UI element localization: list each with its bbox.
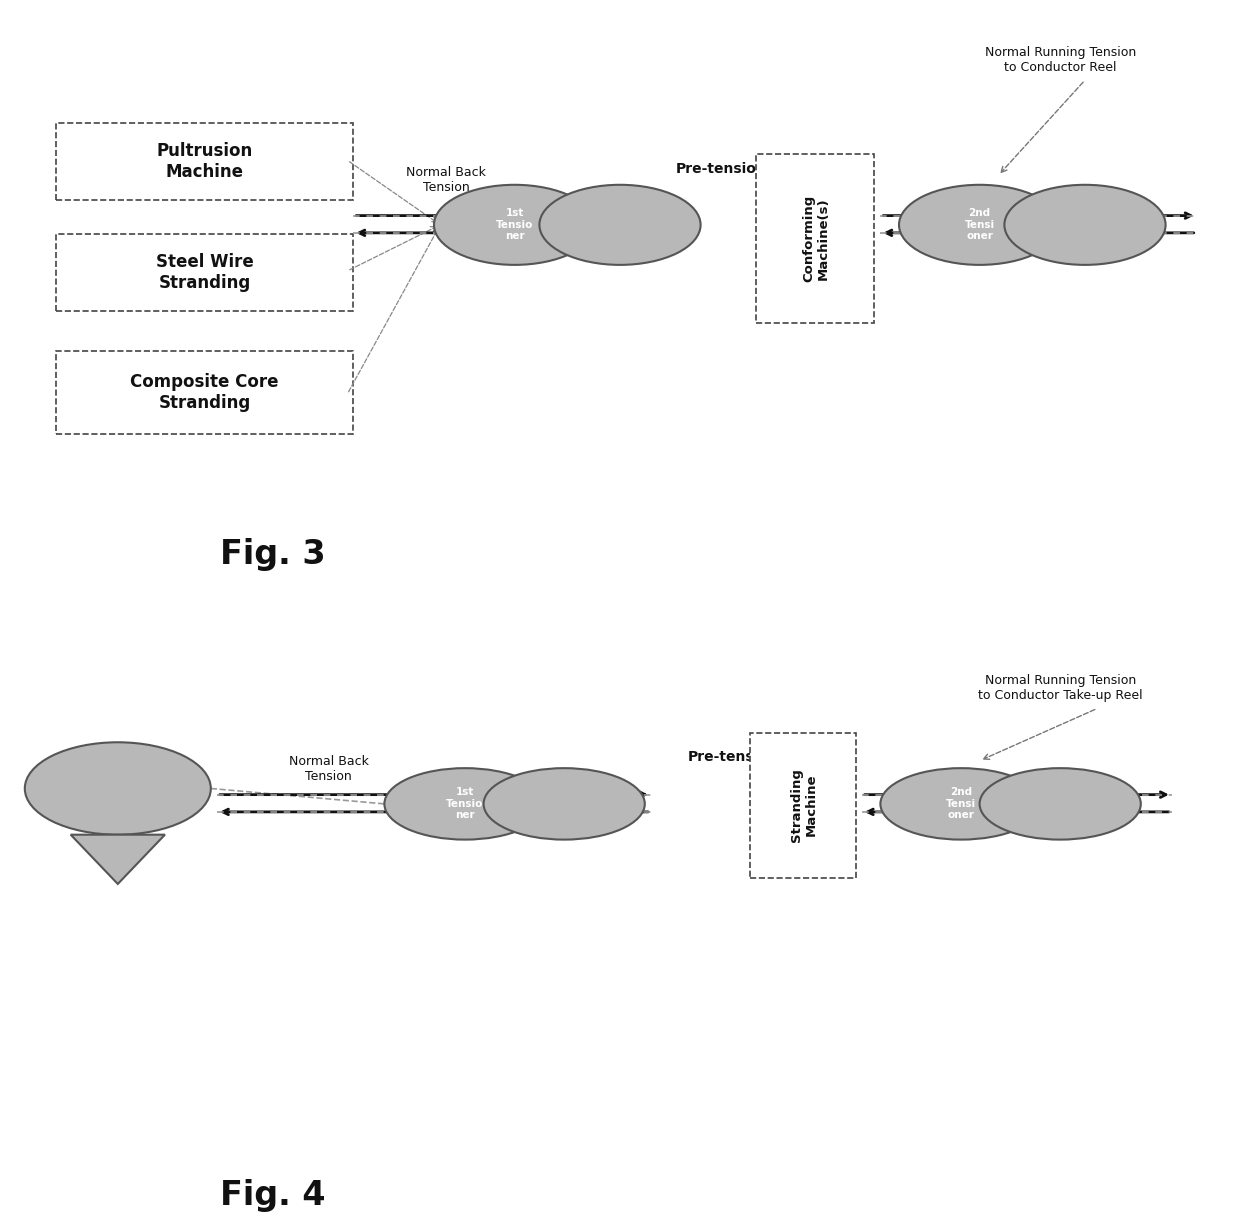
FancyBboxPatch shape xyxy=(756,154,874,324)
Text: Pultrusion
Machine: Pultrusion Machine xyxy=(156,143,253,181)
Text: Composite Core
Stranding: Composite Core Stranding xyxy=(130,373,279,411)
Text: 2nd
Tensi
oner: 2nd Tensi oner xyxy=(946,787,976,821)
Text: Normal Back
Tension: Normal Back Tension xyxy=(407,166,486,195)
Text: Fig. 3: Fig. 3 xyxy=(219,538,326,570)
FancyBboxPatch shape xyxy=(56,234,353,310)
FancyBboxPatch shape xyxy=(750,733,856,877)
Polygon shape xyxy=(71,835,165,885)
Circle shape xyxy=(25,742,211,835)
Text: Steel Wire
Stranding: Steel Wire Stranding xyxy=(156,254,253,292)
Text: Normal Running Tension
to Conductor Take-up Reel: Normal Running Tension to Conductor Take… xyxy=(978,674,1142,702)
Text: 1st
Tensio
ner: 1st Tensio ner xyxy=(496,208,533,241)
Text: Normal Running Tension
to Conductor Reel: Normal Running Tension to Conductor Reel xyxy=(985,46,1136,74)
FancyBboxPatch shape xyxy=(56,123,353,200)
Circle shape xyxy=(539,185,701,265)
FancyBboxPatch shape xyxy=(56,351,353,434)
Ellipse shape xyxy=(384,769,546,840)
Text: 2nd
Tensi
oner: 2nd Tensi oner xyxy=(965,208,994,241)
Text: Conforming
Machine(s): Conforming Machine(s) xyxy=(802,195,830,282)
Text: Fig. 4: Fig. 4 xyxy=(219,1179,326,1211)
Text: Pre-tensioning: Pre-tensioning xyxy=(688,750,804,764)
Circle shape xyxy=(1004,185,1166,265)
Circle shape xyxy=(899,185,1060,265)
Text: Normal Back
Tension: Normal Back Tension xyxy=(289,754,368,782)
Text: Stranding
Machine: Stranding Machine xyxy=(790,769,817,841)
Ellipse shape xyxy=(980,769,1141,840)
Ellipse shape xyxy=(880,769,1042,840)
Text: 1st
Tensio
ner: 1st Tensio ner xyxy=(446,787,484,821)
Text: Pre-tensioning: Pre-tensioning xyxy=(676,161,791,175)
Ellipse shape xyxy=(484,769,645,840)
Circle shape xyxy=(434,185,595,265)
